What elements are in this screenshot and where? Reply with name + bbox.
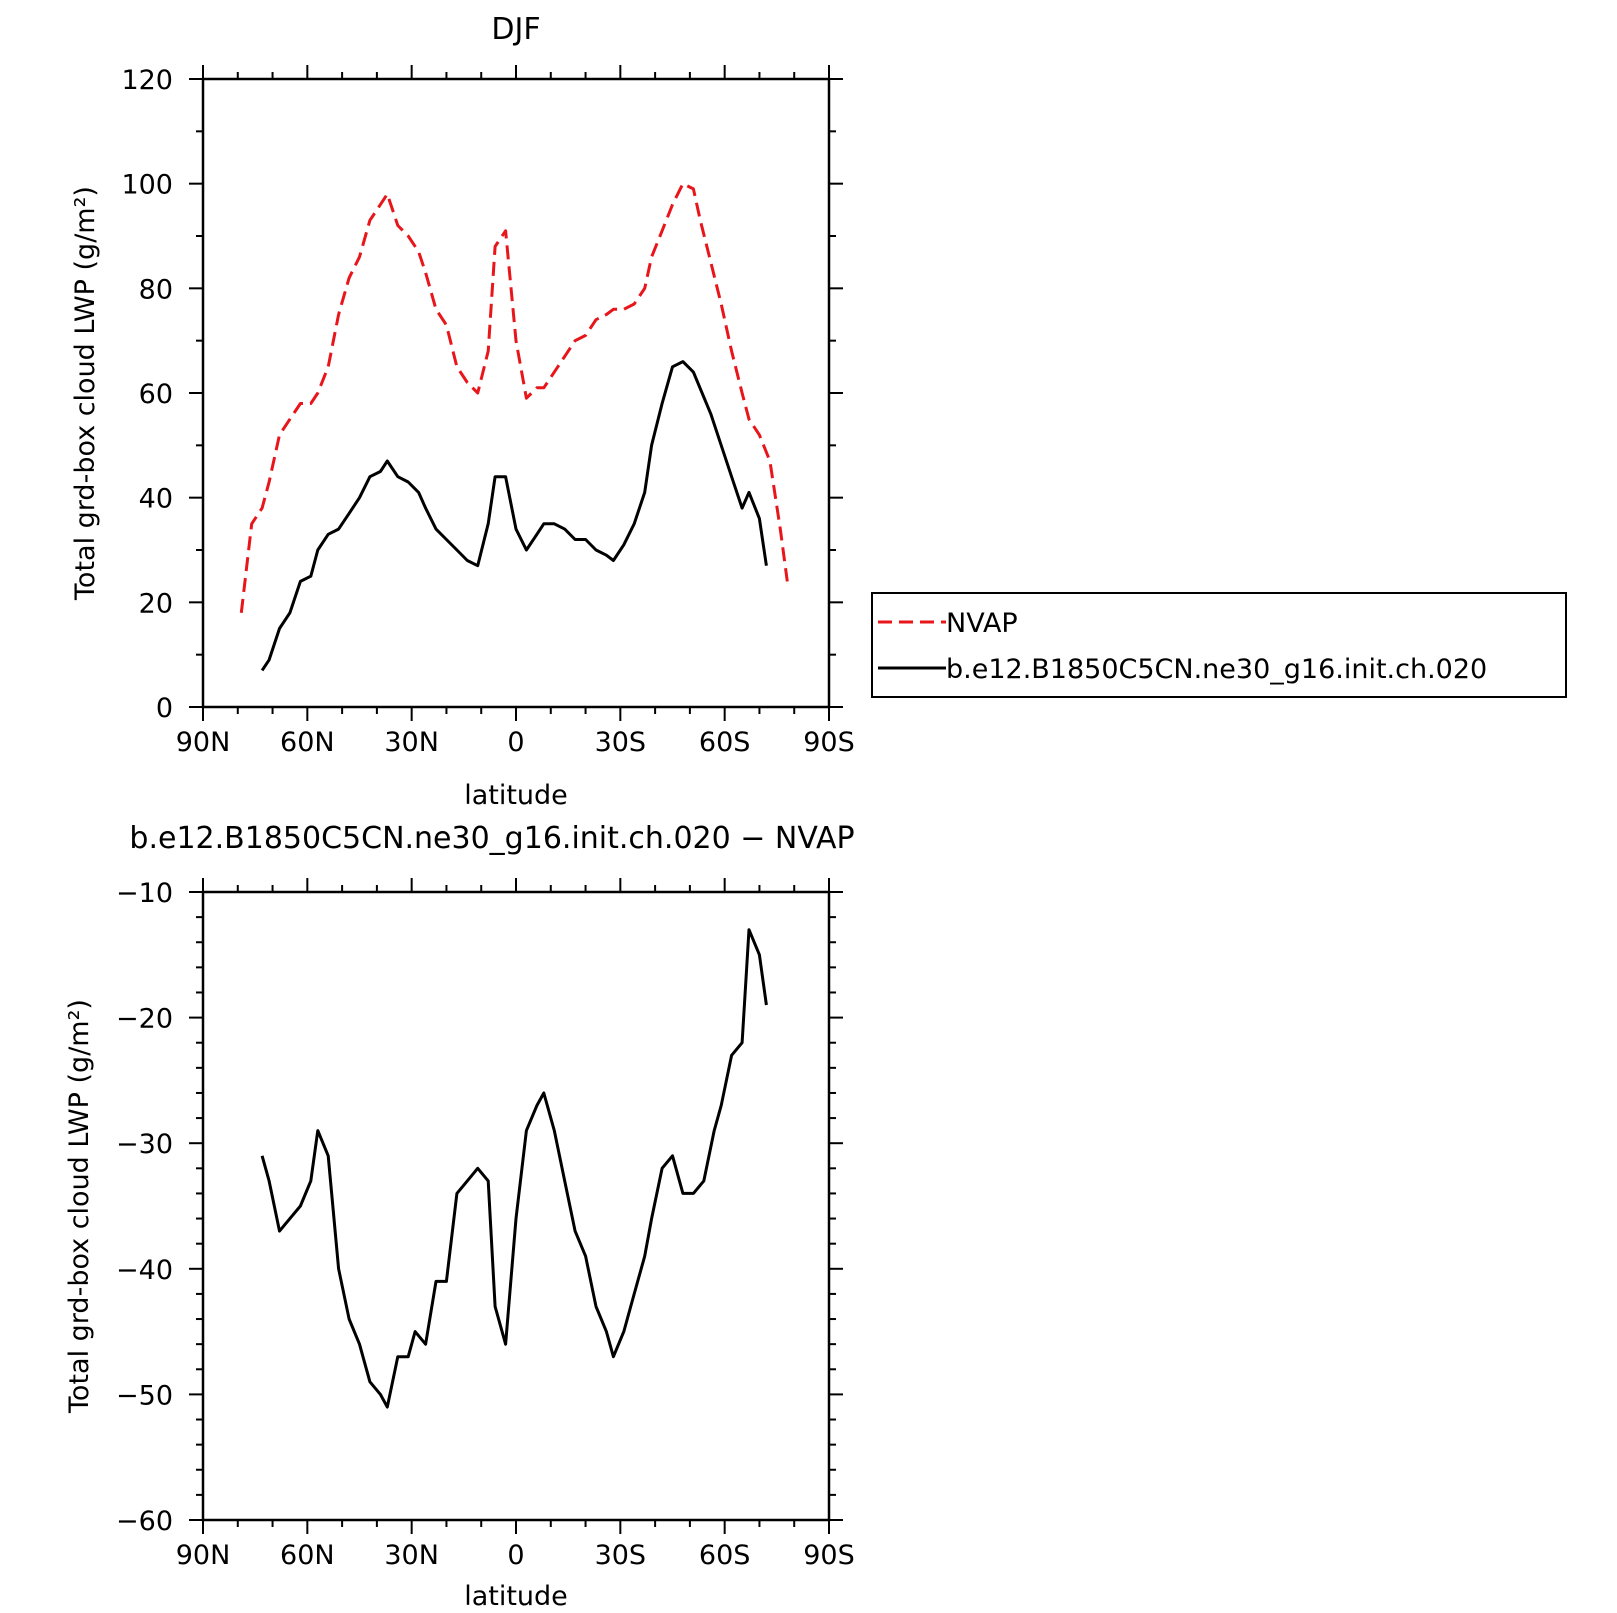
x-tick-label: 60N <box>280 1540 335 1571</box>
series-line-1 <box>260 360 768 672</box>
x-tick-label: 90N <box>176 727 231 758</box>
axis-ticks <box>189 878 843 1534</box>
series-lines <box>239 182 789 672</box>
series-line-0 <box>239 182 789 613</box>
x-tick-label: 90S <box>803 727 855 758</box>
x-tick-labels: 90N 60N 30N 0 30S 60S 90S <box>176 727 855 758</box>
y-tick-label: 60 <box>139 379 173 410</box>
legend-label-model: b.e12.B1850C5CN.ne30_g16.init.ch.020 <box>946 654 1487 685</box>
y-tick-labels: 0 20 40 60 80 100 120 <box>121 65 173 724</box>
legend-box <box>871 592 1567 698</box>
x-tick-label: 0 <box>507 1540 524 1571</box>
top-panel: DJF latitude Total grd-box cloud LWP (g/… <box>70 12 855 811</box>
x-axis-title: latitude <box>464 1581 568 1612</box>
y-axis-title: Total grd-box cloud LWP (g/m²) <box>64 999 95 1414</box>
y-tick-label: 120 <box>121 65 173 96</box>
y-axis-title: Total grd-box cloud LWP (g/m²) <box>70 186 101 601</box>
x-tick-label: 60N <box>280 727 335 758</box>
x-tick-label: 0 <box>507 727 524 758</box>
y-tick-label: −60 <box>116 1506 173 1537</box>
y-tick-label: −10 <box>116 878 173 909</box>
x-tick-label: 30S <box>595 727 647 758</box>
y-tick-label: 0 <box>156 693 173 724</box>
y-tick-label: 40 <box>139 484 173 515</box>
plot-frame <box>201 77 831 709</box>
x-tick-label: 30N <box>384 727 439 758</box>
x-tick-labels: 90N 60N 30N 0 30S 60S 90S <box>176 1540 855 1571</box>
x-tick-label: 90N <box>176 1540 231 1571</box>
y-tick-label: −40 <box>116 1255 173 1286</box>
x-tick-label: 30S <box>595 1540 647 1571</box>
series-line-0 <box>260 928 768 1409</box>
y-tick-labels: −60 −50 −40 −30 −20 −10 <box>116 878 173 1537</box>
y-tick-label: −50 <box>116 1380 173 1411</box>
plot-title: DJF <box>491 12 540 47</box>
y-tick-label: 20 <box>139 588 173 619</box>
x-axis-title: latitude <box>464 780 568 811</box>
y-tick-label: 100 <box>121 170 173 201</box>
y-tick-label: 80 <box>139 274 173 305</box>
axis-ticks <box>189 65 843 721</box>
legend-label-nvap: NVAP <box>946 608 1018 639</box>
y-tick-label: −20 <box>116 1004 173 1035</box>
series-lines <box>260 928 768 1409</box>
x-tick-label: 90S <box>803 1540 855 1571</box>
y-tick-label: −30 <box>116 1129 173 1160</box>
x-tick-label: 60S <box>699 1540 751 1571</box>
x-tick-label: 60S <box>699 727 751 758</box>
bottom-panel: b.e12.B1850C5CN.ne30_g16.init.ch.020 − N… <box>64 821 855 1612</box>
x-tick-label: 30N <box>384 1540 439 1571</box>
plot-title: b.e12.B1850C5CN.ne30_g16.init.ch.020 − N… <box>129 821 854 856</box>
legend: NVAP b.e12.B1850C5CN.ne30_g16.init.ch.02… <box>871 592 1567 698</box>
